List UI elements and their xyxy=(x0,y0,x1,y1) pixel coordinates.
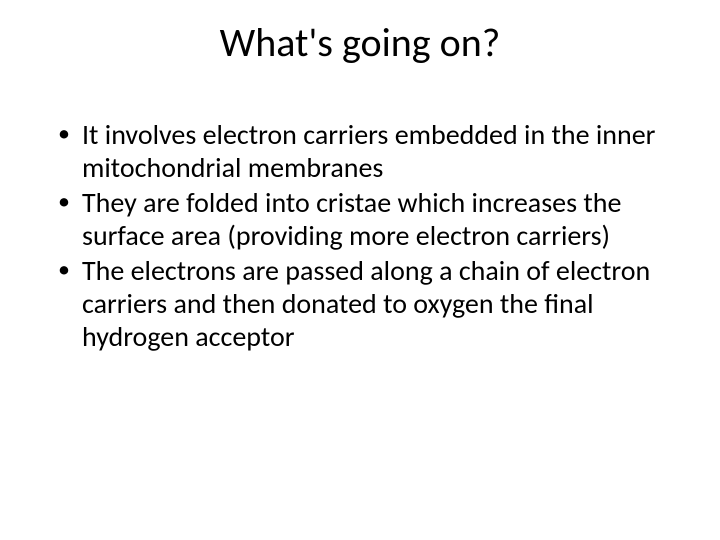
slide-body: It involves electron carriers embedded i… xyxy=(54,118,674,355)
slide: What's going on? It involves electron ca… xyxy=(0,0,720,540)
slide-title: What's going on? xyxy=(0,18,720,67)
bullet-list: It involves electron carriers embedded i… xyxy=(54,118,674,353)
bullet-item: They are folded into cristae which incre… xyxy=(54,186,674,252)
bullet-item: The electrons are passed along a chain o… xyxy=(54,254,674,353)
bullet-item: It involves electron carriers embedded i… xyxy=(54,118,674,184)
